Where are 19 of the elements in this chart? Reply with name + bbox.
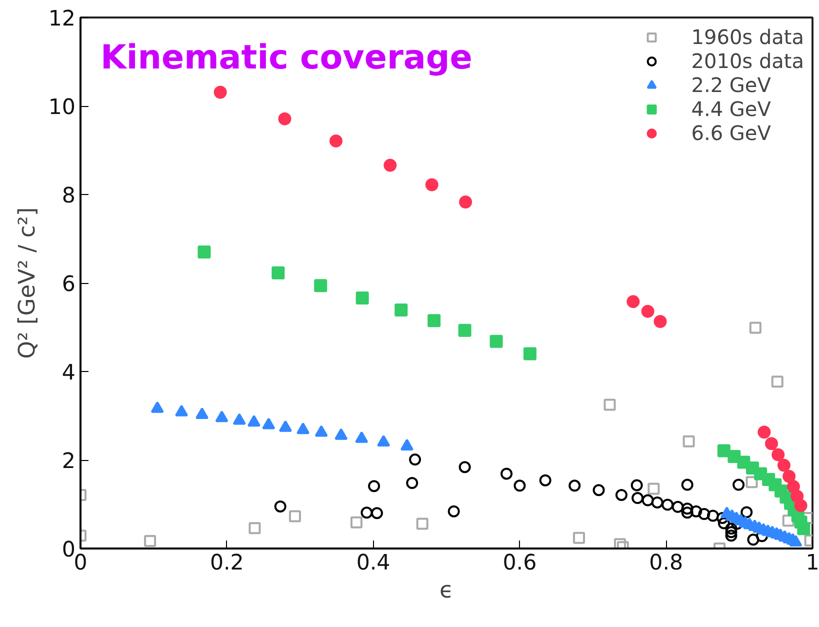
x-tick-label: 0.6 xyxy=(502,550,537,576)
legend-label: 1960s data xyxy=(691,25,804,49)
y-tick-label: 10 xyxy=(48,95,76,120)
y-tick-label: 6 xyxy=(62,272,76,297)
x-tick-label: 0.4 xyxy=(356,550,390,576)
text: Kinematic coverage xyxy=(100,38,472,76)
y-tick-label: 8 xyxy=(62,184,76,208)
y-axis-title: Q² [GeV² / c²] xyxy=(14,207,40,359)
x-axis-title: ϵ xyxy=(440,578,454,604)
legend-label: 6.6 GeV xyxy=(691,121,771,145)
x-tick-label: 0.8 xyxy=(649,550,684,576)
legend-label: 4.4 GeV xyxy=(691,97,771,121)
y-tick-label: 2 xyxy=(62,449,76,474)
x-tick-label: 0.2 xyxy=(210,550,244,576)
y-tick-label: 12 xyxy=(48,6,76,32)
x-tick-label: 1 xyxy=(806,550,819,576)
y-tick-label: 4 xyxy=(62,360,76,386)
legend-label: 2010s data xyxy=(691,49,804,73)
legend-label: 2.2 GeV xyxy=(691,73,771,97)
